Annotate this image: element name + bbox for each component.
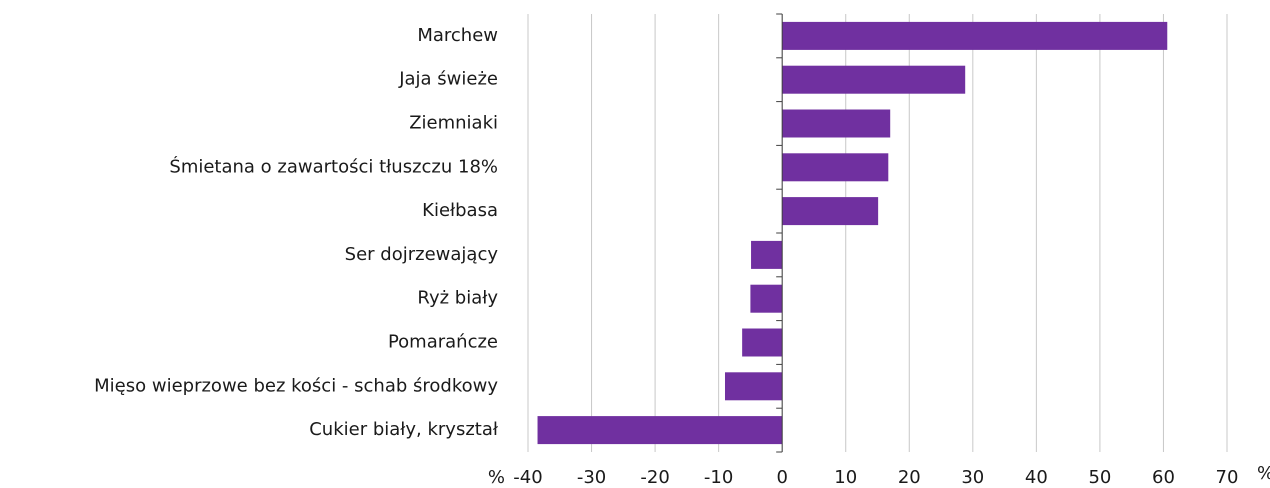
- y-tick-label: Marchew: [417, 25, 498, 46]
- y-tick-label: Pomarańcze: [388, 332, 498, 353]
- y-tick-label: Kiełbasa: [422, 200, 498, 221]
- y-tick-label: Cukier biały, kryształ: [309, 419, 499, 440]
- bar: [537, 416, 783, 445]
- x-tick-label: -10: [704, 467, 733, 488]
- bar: [782, 65, 966, 94]
- x-tick-label: 20: [898, 467, 921, 488]
- y-tick-label: Śmietana o zawartości tłuszczu 18%: [169, 155, 498, 177]
- bar: [782, 21, 1168, 50]
- bar: [750, 284, 783, 313]
- x-tick-label: 10: [834, 467, 857, 488]
- x-tick-label: 60: [1152, 467, 1175, 488]
- bar: [751, 240, 783, 269]
- x-tick-label: 40: [1025, 467, 1048, 488]
- bar: [782, 153, 889, 182]
- x-tick-label: -40: [513, 467, 542, 488]
- y-tick-label: Jaja świeże: [398, 69, 498, 90]
- x-tick-label: 50: [1088, 467, 1111, 488]
- x-tick-label: 0: [776, 467, 787, 488]
- bar: [782, 197, 879, 226]
- y-tick-label: Ziemniaki: [409, 113, 498, 134]
- bar: [782, 109, 891, 138]
- bar: [742, 328, 783, 357]
- y-tick-label: Mięso wieprzowe bez kości - schab środko…: [94, 375, 498, 396]
- x-tick-label: 30: [961, 467, 984, 488]
- x-unit-left: %: [488, 467, 505, 488]
- bar: [724, 372, 783, 401]
- x-tick-label: -20: [640, 467, 669, 488]
- y-tick-label: Ser dojrzewający: [345, 244, 499, 265]
- y-tick-label: Ryż biały: [417, 288, 498, 309]
- x-tick-label: 70: [1216, 467, 1239, 488]
- x-unit-right: %: [1257, 463, 1270, 484]
- x-tick-label: -30: [577, 467, 606, 488]
